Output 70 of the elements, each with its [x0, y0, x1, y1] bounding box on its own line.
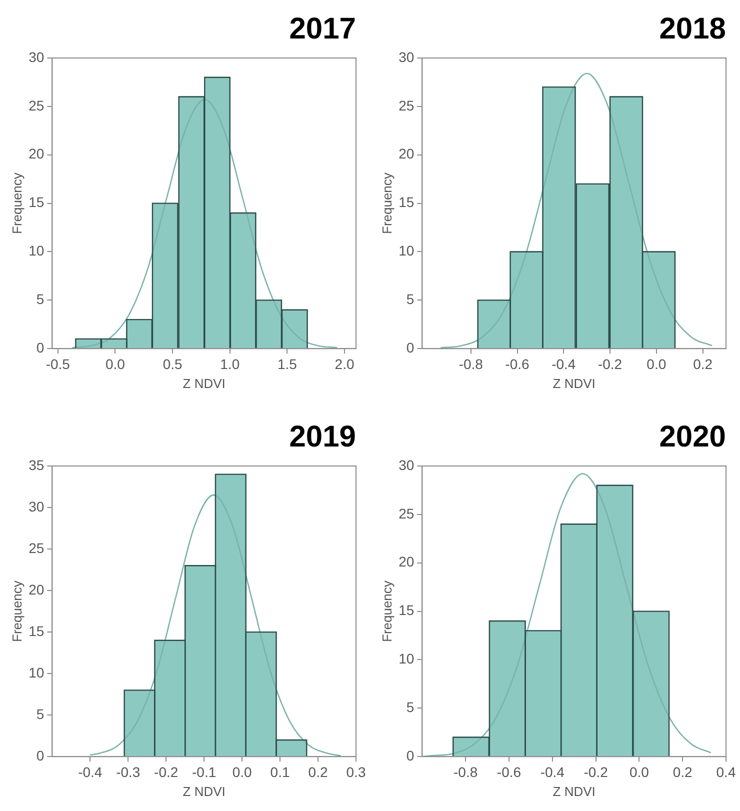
x-axis-title: Z NDVI	[182, 784, 226, 799]
y-tick-label: 10	[398, 650, 414, 667]
y-tick-label: 10	[398, 242, 414, 259]
y-tick-label: 0	[406, 339, 414, 356]
y-tick-label: 25	[28, 97, 44, 114]
y-axis-title: Frequency	[379, 580, 394, 642]
y-tick-label: 25	[398, 97, 414, 114]
y-axis-title: Frequency	[9, 172, 24, 234]
y-tick-label: 10	[28, 242, 44, 259]
x-axis-title: Z NDVI	[552, 376, 596, 391]
x-tick-label: -0.4	[540, 764, 565, 780]
x-tick-label: -0.2	[154, 764, 178, 780]
line-series	[440, 72, 713, 348]
x-tick-label: 0.2	[693, 356, 713, 372]
y-tick-label: 20	[28, 146, 44, 162]
line-series	[422, 473, 712, 757]
x-tick-label: 0.2	[308, 764, 328, 780]
x-tick-label: -0.8	[458, 356, 484, 372]
y-tick-label: 25	[28, 540, 44, 556]
y-tick-label: 5	[36, 706, 44, 722]
y-tick-label: 30	[398, 456, 414, 473]
y-axis-title: Frequency	[379, 172, 394, 234]
x-tick-label: -0.1	[192, 764, 216, 780]
x-tick-label: 0.3	[346, 764, 366, 780]
x-tick-label: 0.0	[232, 764, 252, 780]
x-tick-label: -0.2	[584, 764, 608, 780]
x-axis-title: Z NDVI	[182, 376, 226, 391]
x-tick-label: 0.1	[270, 764, 290, 780]
x-tick-label: 0.2	[672, 764, 693, 780]
x-tick-label: 2.0	[334, 356, 354, 372]
x-tick-label: 0.4	[716, 764, 736, 780]
y-tick-label: 0	[36, 339, 44, 356]
x-tick-label: 0.0	[629, 764, 650, 780]
y-tick-label: 30	[28, 498, 44, 514]
y-axis-title: Frequency	[9, 580, 24, 642]
x-tick-label: 0.5	[162, 356, 182, 372]
x-tick-label: -0.6	[496, 764, 522, 780]
y-tick-label: 5	[406, 291, 414, 308]
x-tick-label: 0.0	[105, 356, 126, 372]
y-tick-label: 15	[398, 602, 414, 618]
y-tick-label: 15	[398, 194, 414, 210]
x-tick-label: 0.0	[646, 356, 666, 372]
x-tick-label: -0.6	[505, 356, 530, 372]
y-tick-label: 15	[28, 194, 44, 210]
y-tick-label: 20	[398, 554, 414, 570]
y-tick-label: 30	[398, 48, 414, 65]
x-tick-label: -0.5	[46, 356, 70, 372]
y-tick-label: 20	[398, 146, 414, 162]
y-tick-label: 15	[28, 622, 44, 639]
chart-title: 2020	[659, 420, 726, 454]
y-tick-label: 25	[398, 505, 414, 522]
x-tick-label: -0.2	[598, 356, 622, 372]
x-tick-label: -0.3	[116, 764, 140, 780]
x-axis-title: Z NDVI	[552, 784, 596, 799]
chart-title: 2018	[659, 12, 726, 46]
x-tick-label: 1.5	[277, 356, 298, 372]
y-tick-label: 0	[406, 747, 414, 764]
x-tick-label: -0.4	[78, 764, 102, 780]
y-tick-label: 30	[28, 48, 44, 65]
y-tick-label: 10	[28, 664, 44, 680]
x-tick-label: -0.8	[454, 764, 478, 780]
y-tick-label: 20	[28, 581, 44, 598]
x-tick-label: -0.4	[552, 356, 576, 372]
x-tick-label: 1.0	[220, 356, 240, 372]
y-tick-label: 5	[36, 291, 44, 308]
y-tick-label: 35	[28, 456, 44, 473]
chart-title: 2019	[289, 420, 356, 454]
y-tick-label: 0	[36, 747, 44, 764]
chart-title: 2017	[289, 12, 356, 46]
y-tick-label: 5	[406, 699, 414, 716]
